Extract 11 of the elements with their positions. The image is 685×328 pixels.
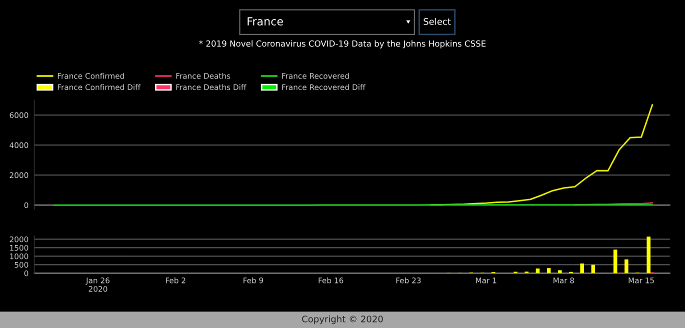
text: Select [424, 18, 451, 25]
bar [613, 250, 618, 274]
bar [546, 268, 551, 274]
bar [646, 236, 650, 274]
text: Copyright © 2020 [302, 315, 383, 324]
bar [558, 270, 562, 274]
text: France [248, 17, 283, 26]
chart-subtitle: * 2019 Novel Coronavirus COVID-19 Data by the Johns Hopkins CSSE [199, 40, 486, 48]
bar [591, 264, 596, 274]
bar [624, 259, 628, 274]
bar [580, 263, 584, 274]
